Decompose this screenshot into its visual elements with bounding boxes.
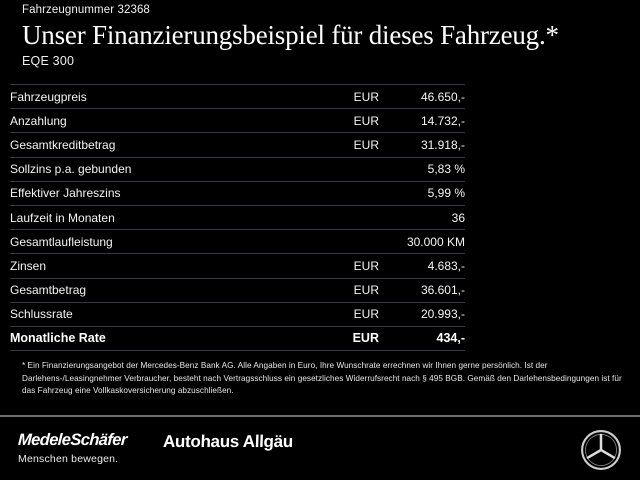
row-label: Anzahlung <box>10 108 339 133</box>
row-currency <box>339 180 379 206</box>
table-row: Monatliche Rate EUR 434,- <box>10 325 465 352</box>
finance-table-body: Fahrzeugpreis EUR 46.650,- Anzahlung EUR 14.7… <box>10 83 465 352</box>
table-row: Zinsen EUR 4.683,- <box>10 253 465 278</box>
table-row: Gesamtbetrag EUR 36.601,- <box>10 277 465 303</box>
row-label: Gesamtlaufleistung <box>10 229 339 254</box>
table-row: Sollzins p.a. gebunden 5,83 % <box>10 156 465 182</box>
table-row: Laufzeit in Monaten 36 <box>10 204 465 230</box>
table-row: Gesamtlaufleistung 30.000 KM <box>10 229 465 254</box>
dealer-logo-medeleschaefer[interactable]: MedeleSchäfer Menschen bewegen. <box>17 431 128 465</box>
row-value: 31.918,- <box>379 132 465 158</box>
mercedes-star-icon <box>580 429 622 471</box>
row-currency <box>339 204 379 230</box>
row-value: 14.732,- <box>379 108 465 133</box>
row-value: 4.683,- <box>379 253 465 278</box>
table-row: Schlussrate EUR 20.993,- <box>10 301 465 327</box>
table-row: Gesamtkreditbetrag EUR 31.918,- <box>10 132 465 158</box>
row-currency <box>339 229 379 254</box>
table-row: Anzahlung EUR 14.732,- <box>10 108 465 133</box>
row-value: 30.000 KM <box>379 229 465 254</box>
footer-divider <box>0 415 640 417</box>
row-currency: EUR <box>339 253 379 278</box>
footer: MedeleSchäfer Menschen bewegen. Autohaus… <box>0 417 640 480</box>
row-currency: EUR <box>339 132 379 158</box>
header: Fahrzeugnummer 32368 Unser Finanzierungs… <box>22 3 622 69</box>
vehicle-number: Fahrzeugnummer 32368 <box>22 4 150 16</box>
table-row: Effektiver Jahreszins 5,99 % <box>10 180 465 206</box>
finance-table: Fahrzeugpreis EUR 46.650,- Anzahlung EUR 14.7… <box>10 83 465 352</box>
row-label: Monatliche Rate <box>10 325 339 352</box>
dealer-name: MedeleSchäfer <box>17 431 128 449</box>
row-value: 5,83 % <box>379 156 465 182</box>
row-value: 36 <box>379 204 465 230</box>
row-label: Fahrzeugpreis <box>10 83 339 109</box>
row-label: Schlussrate <box>10 301 339 327</box>
vehicle-model: EQE 300 <box>22 54 75 68</box>
table-row: Fahrzeugpreis EUR 46.650,- <box>10 83 465 109</box>
row-label: Sollzins p.a. gebunden <box>10 156 339 182</box>
row-label: Laufzeit in Monaten <box>10 204 339 230</box>
row-label: Gesamtbetrag <box>10 277 339 303</box>
dealer-logo-autohaus-allgaeu[interactable]: Autohaus Allgäu <box>162 432 294 451</box>
row-label: Effektiver Jahreszins <box>10 180 339 206</box>
row-currency: EUR <box>339 301 379 327</box>
row-value: 36.601,- <box>379 277 465 303</box>
row-currency: EUR <box>339 277 379 303</box>
row-label: Gesamtkreditbetrag <box>10 132 339 158</box>
row-value: 46.650,- <box>379 83 465 109</box>
row-currency: EUR <box>339 108 379 133</box>
row-currency: EUR <box>339 83 379 109</box>
row-value: 20.993,- <box>379 301 465 327</box>
row-currency <box>339 156 379 182</box>
row-value: 5,99 % <box>379 180 465 206</box>
dealer-tagline: Menschen bewegen. <box>18 453 119 465</box>
row-currency: EUR <box>339 325 379 352</box>
row-value: 434,- <box>379 325 465 352</box>
page-title: Unser Finanzierungsbeispiel für dieses F… <box>22 20 559 50</box>
legal-footnote: * Ein Finanzierungsangebot der Mercedes-… <box>22 361 622 396</box>
row-label: Zinsen <box>10 253 339 278</box>
